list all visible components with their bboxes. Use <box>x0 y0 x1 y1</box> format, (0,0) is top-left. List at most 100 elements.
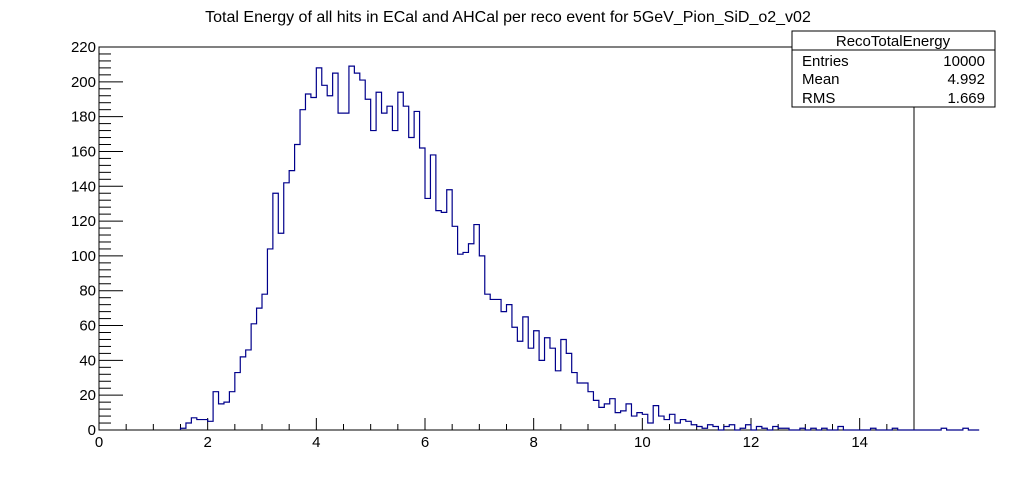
histogram-bin <box>430 155 435 430</box>
x-tick-label: 8 <box>529 434 537 451</box>
stats-box-frame <box>791 30 996 108</box>
histogram-bin <box>267 249 272 430</box>
histogram-bin <box>555 371 560 430</box>
histogram-bin <box>659 416 664 430</box>
y-tick-label: 140 <box>71 178 96 195</box>
x-tick-label: 12 <box>743 434 760 451</box>
histogram-bin <box>577 383 582 430</box>
histogram-series <box>179 65 980 431</box>
histogram-bin <box>224 402 229 430</box>
y-tick-label: 200 <box>71 74 96 91</box>
stats-mean-label: Mean <box>802 71 840 88</box>
histogram-bin <box>892 428 897 430</box>
x-tick-label: 4 <box>312 434 320 451</box>
histogram-bin <box>572 373 577 430</box>
histogram-bin <box>420 148 425 430</box>
x-tick-label: 10 <box>634 434 651 451</box>
stats-rms-value: 1.669 <box>947 90 985 107</box>
histogram-bin <box>588 392 593 430</box>
histogram-bin <box>463 252 468 430</box>
histogram-bin <box>251 324 256 430</box>
stats-entries-value: 10000 <box>943 53 985 70</box>
histogram-bin <box>800 428 805 430</box>
y-tick-label: 80 <box>79 283 96 300</box>
histogram-bin <box>181 428 186 430</box>
histogram-bin <box>871 428 876 430</box>
histogram-bin <box>691 425 696 430</box>
histogram-bin <box>599 407 604 430</box>
histogram-bin <box>441 212 446 430</box>
histogram-bin <box>479 256 484 430</box>
histogram-bin <box>561 339 566 430</box>
histogram-bin <box>208 421 213 430</box>
histogram-bin <box>762 428 767 430</box>
y-tick-label: 40 <box>79 352 96 369</box>
y-tick-label: 0 <box>88 422 96 439</box>
histogram-bin <box>229 392 234 430</box>
y-tick-label: 160 <box>71 143 96 160</box>
y-tick-label: 60 <box>79 318 96 335</box>
y-axis: 0 20 40 60 80 100 120 140 160 180 200 220 <box>71 39 123 439</box>
histogram-bin <box>447 190 452 430</box>
histogram-bin <box>702 428 707 430</box>
histogram-bin <box>344 113 349 430</box>
histogram-bin <box>773 427 778 430</box>
y-tick-label: 220 <box>71 39 96 56</box>
histogram-bin <box>360 80 365 430</box>
histogram-bin <box>648 423 653 430</box>
histogram-bin <box>593 400 598 430</box>
histogram-bin <box>468 244 473 430</box>
histogram-bin <box>534 331 539 430</box>
histogram-bin <box>322 85 327 430</box>
histogram-bin <box>637 413 642 430</box>
histogram-bin <box>583 383 588 430</box>
histogram-bin <box>300 110 305 430</box>
y-tick-label: 20 <box>79 387 96 404</box>
histogram-bin <box>257 308 262 430</box>
histogram-bin <box>512 327 517 430</box>
histogram-bin <box>963 428 968 430</box>
histogram-bin <box>550 348 555 430</box>
histogram-bin <box>235 373 240 430</box>
histogram-bin <box>507 305 512 430</box>
histogram-bin <box>615 413 620 430</box>
histogram-bin <box>278 233 283 430</box>
histogram-bin <box>398 92 403 430</box>
histogram-bin <box>295 144 300 430</box>
histogram-bin <box>485 294 490 430</box>
x-tick-label: 2 <box>203 434 211 451</box>
histogram-bin <box>653 406 658 430</box>
histogram-bin <box>746 425 751 430</box>
histogram-bin <box>392 131 397 430</box>
histogram-bin <box>778 428 783 430</box>
histogram-bin <box>708 425 713 430</box>
histogram-bin <box>713 427 718 430</box>
histogram-bin <box>664 420 669 430</box>
histogram-bin <box>626 404 631 430</box>
histogram-bin <box>414 111 419 430</box>
histogram-bin <box>811 428 816 430</box>
x-tick-label: 6 <box>421 434 429 451</box>
histogram-bin <box>376 92 381 430</box>
histogram-bin <box>273 193 278 430</box>
histogram-bin <box>284 183 289 430</box>
histogram-bin <box>365 99 370 430</box>
histogram-bin <box>425 198 430 430</box>
stats-box-title: RecoTotalEnergy <box>836 33 951 50</box>
y-tick-label: 180 <box>71 109 96 126</box>
histogram-bin <box>186 423 191 430</box>
chart-title: Total Energy of all hits in ECal and AHC… <box>205 9 811 26</box>
histogram-bin <box>202 420 207 430</box>
histogram-bin <box>246 350 251 430</box>
histogram-bin <box>240 357 245 430</box>
histogram-bin <box>474 225 479 430</box>
stats-mean-value: 4.992 <box>947 71 985 88</box>
histogram-bin <box>729 425 734 430</box>
stats-box: RecoTotalEnergy Entries 10000 Mean 4.992… <box>791 30 996 108</box>
histogram-bin <box>219 404 224 430</box>
y-tick-label: 100 <box>71 248 96 265</box>
histogram-bin <box>496 299 501 430</box>
x-tick-label: 0 <box>95 434 103 451</box>
histogram-bin <box>756 427 761 430</box>
